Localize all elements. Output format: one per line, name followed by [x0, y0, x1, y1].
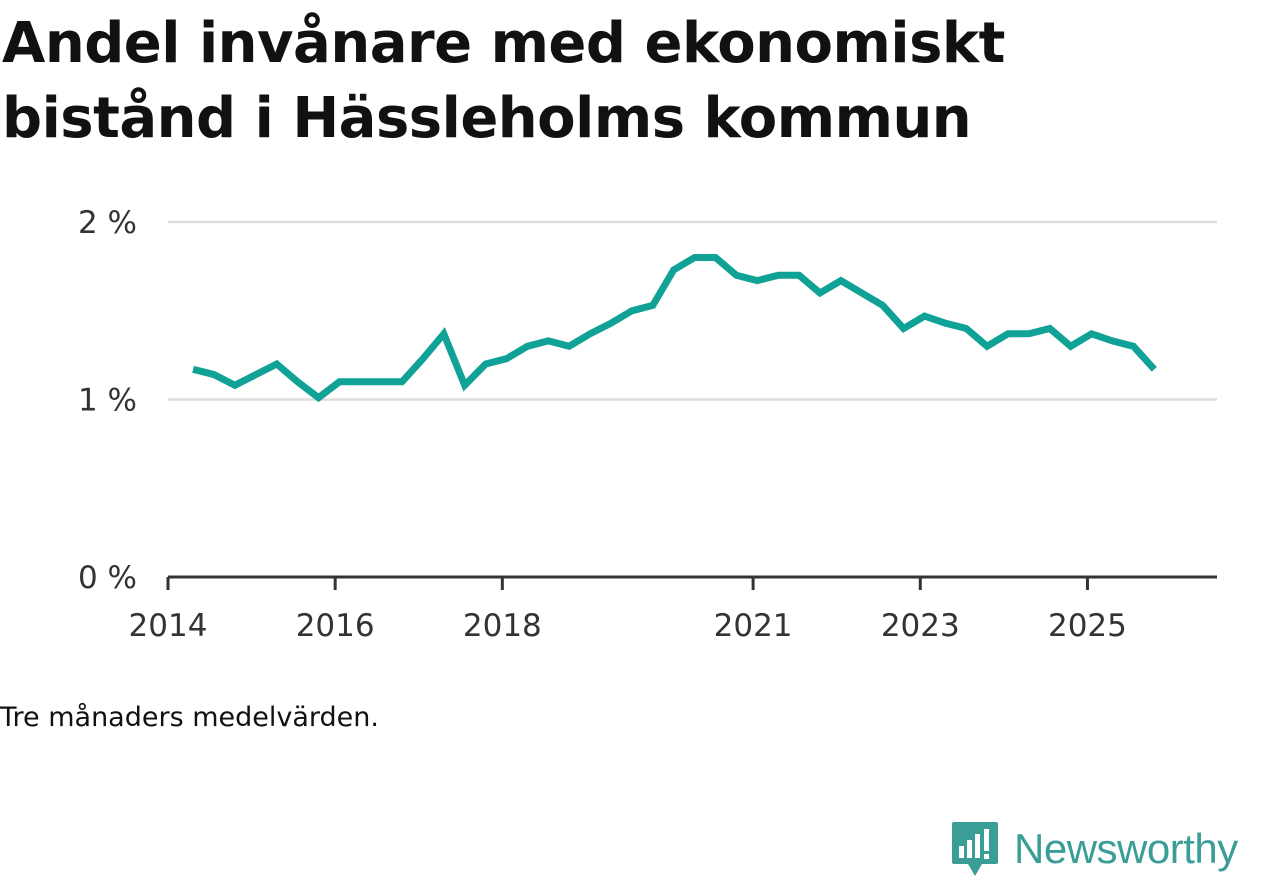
- newsworthy-logo-icon: [952, 822, 998, 876]
- x-tick-label: 2023: [881, 608, 960, 644]
- x-tick-label: 2016: [296, 608, 375, 644]
- line-chart: 0 % 1 % 2 % 2014 2016 2018 2021 2023 2025: [78, 205, 1217, 644]
- y-tick-label: 2 %: [78, 205, 137, 241]
- y-tick-label: 0 %: [78, 560, 137, 596]
- footnote: Tre månaders medelvärden.: [0, 702, 379, 733]
- y-tick-label: 1 %: [78, 383, 137, 419]
- y-axis-labels: 0 % 1 % 2 %: [78, 205, 137, 596]
- x-tick-label: 2025: [1048, 608, 1127, 644]
- x-tick-label: 2021: [714, 608, 793, 644]
- grid-lines: [168, 220, 1217, 401]
- series-line-0: [192, 254, 1157, 403]
- series-layer: [192, 254, 1157, 403]
- x-tick-label: 2018: [463, 608, 542, 644]
- x-axis: 2014 2016 2018 2021 2023 2025: [129, 575, 1217, 644]
- brand-logo: Newsworthy: [950, 818, 1238, 880]
- x-tick-label: 2014: [129, 608, 208, 644]
- chart-title: Andel invånare med ekonomiskt bistånd i …: [2, 11, 1005, 151]
- brand-name: Newsworthy: [1014, 825, 1238, 872]
